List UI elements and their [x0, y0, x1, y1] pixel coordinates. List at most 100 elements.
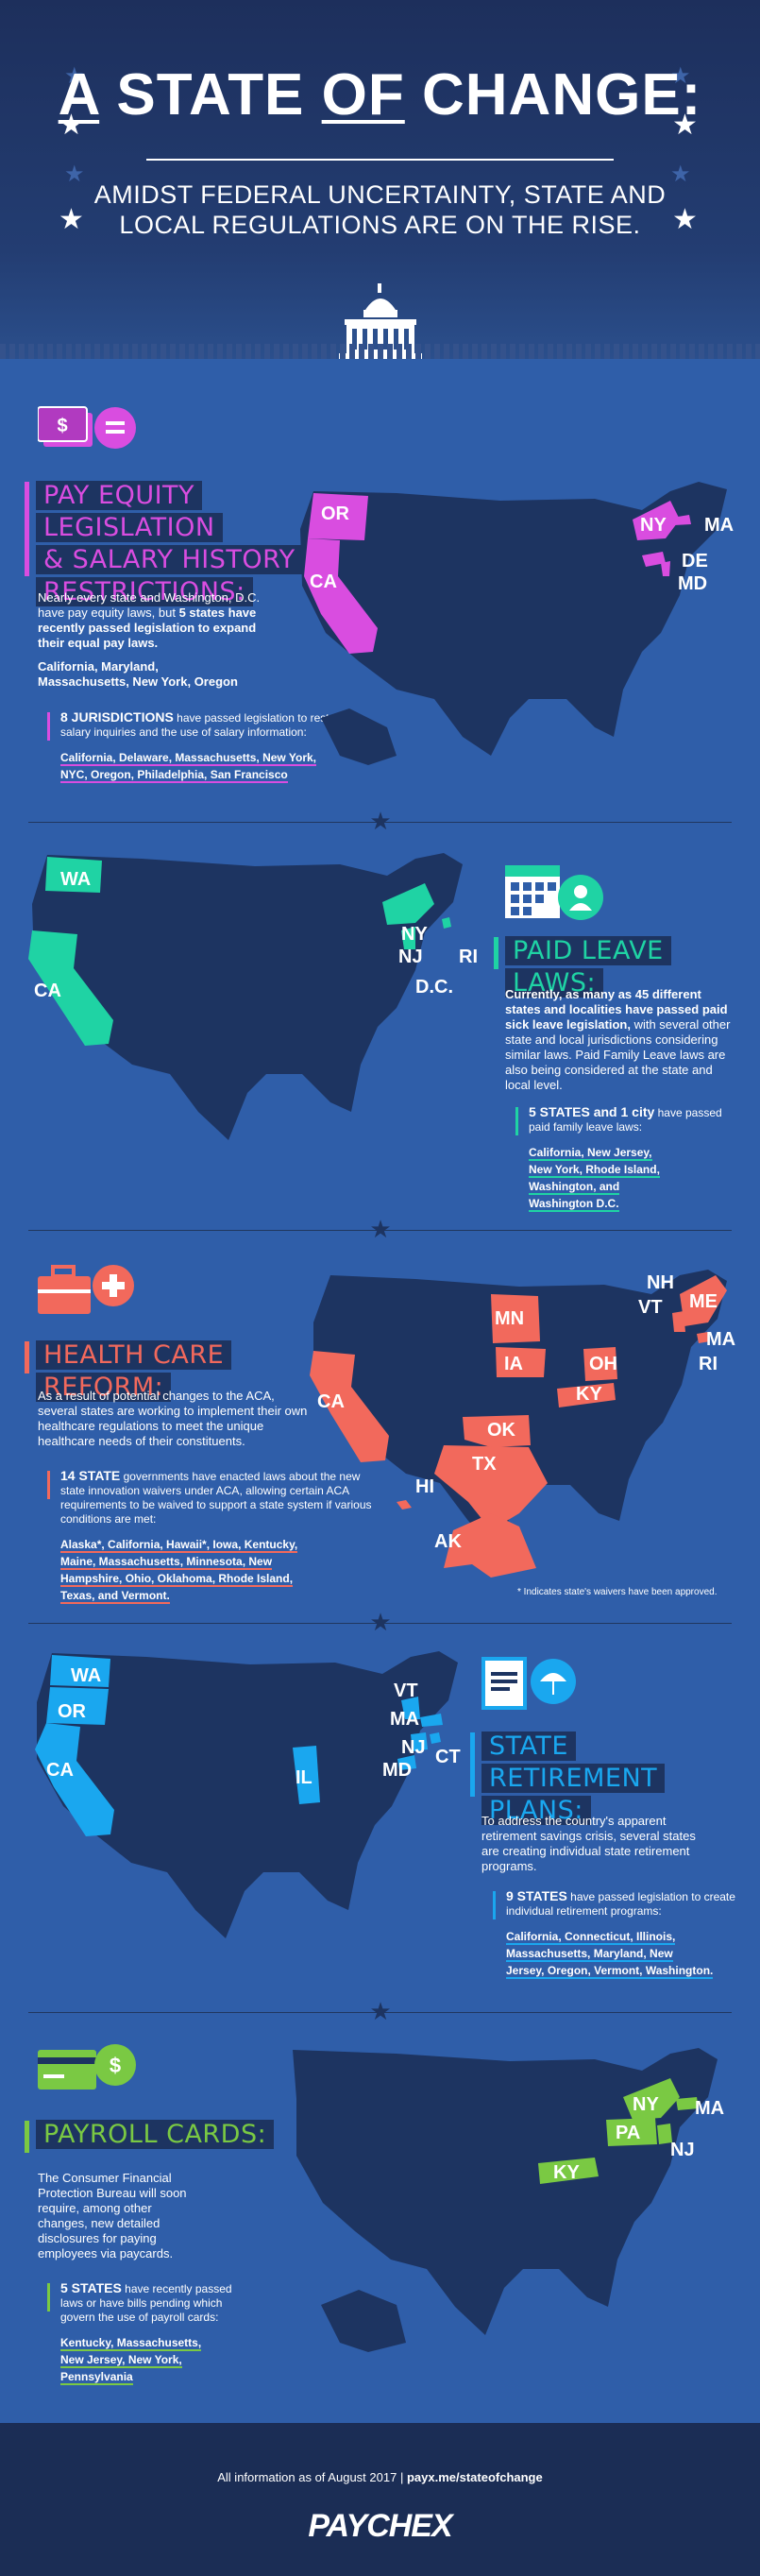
- state-label: CA: [310, 571, 337, 592]
- svg-text:$: $: [110, 2054, 121, 2077]
- state-label: DE: [682, 551, 708, 571]
- footnote: * Indicates state's waivers have been ap…: [517, 1587, 718, 1597]
- state-label: CT: [435, 1747, 461, 1767]
- star-icon: ★: [672, 203, 698, 236]
- page-title: A STATE OF CHANGE:: [58, 62, 702, 128]
- state-label: WA: [60, 869, 91, 890]
- section-title-paid-leave: PAID LEAVE LAWS:: [494, 935, 751, 999]
- section-divider: [28, 1230, 732, 1231]
- document-umbrella-icon: [481, 1657, 576, 1710]
- section-divider: [28, 2012, 732, 2013]
- state-label: ME: [689, 1291, 718, 1312]
- retirement-stat: 9 STATES have passed legislation to crea…: [493, 1889, 748, 1979]
- payroll-body: The Consumer Financial Protection Bureau…: [38, 2171, 187, 2260]
- state-label: NY: [401, 924, 428, 945]
- state-label: VT: [394, 1680, 418, 1701]
- state-label: RI: [459, 947, 478, 967]
- us-map-payroll: NY MA PA NJ KY: [293, 2048, 724, 2352]
- state-label: NJ: [398, 947, 423, 967]
- payroll-stat: 5 STATES have recently passed laws or ha…: [47, 2281, 236, 2385]
- star-icon: ★: [672, 109, 698, 142]
- state-label: NY: [633, 2094, 659, 2115]
- svg-text:$: $: [57, 416, 67, 436]
- star-icon: ★: [670, 62, 691, 89]
- us-map-pay-equity: OR CA NY MA DE MD: [300, 482, 734, 765]
- calendar-person-icon: [505, 865, 603, 920]
- state-label: MA: [704, 515, 734, 536]
- railing-decoration: [0, 344, 760, 359]
- state-label: KY: [553, 2162, 580, 2183]
- star-icon: ★: [64, 62, 85, 89]
- state-label: MD: [678, 573, 707, 594]
- state-label: PA: [616, 2123, 640, 2143]
- health-care-stat: 14 STATE governments have enacted laws a…: [47, 1469, 373, 1604]
- pay-equity-body: Nearly every state and Washington, D.C. …: [38, 590, 261, 650]
- state-label: AK: [434, 1531, 462, 1552]
- state-label: CA: [317, 1391, 345, 1412]
- us-map-health-care: NH VT ME MA RI MN IA OH KY CA OK TX HI A…: [310, 1270, 735, 1578]
- health-care-body: As a result of potential changes to the …: [38, 1389, 308, 1448]
- footer: All information as of August 2017 | payx…: [0, 2423, 760, 2576]
- state-label: MD: [382, 1760, 412, 1781]
- money-equals-icon: $: [38, 406, 136, 449]
- star-icon: ★: [64, 161, 85, 187]
- section-title-payroll: PAYROLL CARDS:: [25, 2119, 319, 2153]
- state-label: MN: [495, 1308, 524, 1329]
- paid-leave-stat: 5 STATES and 1 city have passed paid fam…: [515, 1105, 733, 1212]
- state-label: OR: [58, 1701, 87, 1722]
- paid-leave-body: Currently, as many as 45 different state…: [505, 987, 731, 1092]
- state-label: CA: [34, 981, 61, 1001]
- state-label: TX: [472, 1454, 497, 1475]
- state-label: WA: [71, 1665, 101, 1686]
- state-label: NH: [647, 1272, 674, 1293]
- hero-banner: ★ ★ ★ ★ ★ ★ ★ ★ A STATE OF CHANGE: AMIDS…: [0, 0, 760, 359]
- payroll-card-icon: $: [38, 2044, 136, 2090]
- star-icon: ★: [369, 808, 392, 836]
- star-icon: ★: [369, 1216, 392, 1244]
- us-map-paid-leave: WA CA NY NJ RI D.C.: [28, 853, 478, 1140]
- state-label: IA: [504, 1354, 523, 1374]
- page-subtitle: AMIDST FEDERAL UNCERTAINTY, STATE AND LO…: [93, 180, 667, 239]
- section-title-pay-equity: PAY EQUITY LEGISLATION & SALARY HISTORY …: [25, 480, 319, 608]
- accent-bar: [25, 1341, 29, 1373]
- state-label: KY: [576, 1384, 602, 1405]
- state-label: MA: [390, 1709, 419, 1730]
- star-icon: ★: [369, 1609, 392, 1637]
- section-title-retirement: STATE RETIREMENT PLANS:: [470, 1731, 755, 1827]
- star-icon: ★: [670, 161, 691, 187]
- state-label: OK: [487, 1420, 516, 1441]
- retirement-body: To address the country's apparent retire…: [481, 1814, 696, 1873]
- state-label: IL: [296, 1767, 312, 1788]
- state-label: NJ: [670, 2140, 695, 2160]
- accent-bar: [25, 2121, 29, 2153]
- state-label: D.C.: [415, 977, 453, 998]
- us-map-retirement: WA OR CA VT MA NJ CT MD IL: [35, 1651, 461, 1938]
- title-divider: [146, 159, 614, 161]
- footer-info: All information as of August 2017 | payx…: [217, 2470, 543, 2484]
- state-label: RI: [699, 1354, 718, 1374]
- state-label: HI: [415, 1476, 434, 1497]
- accent-bar: [470, 1732, 475, 1797]
- state-label: MA: [706, 1329, 735, 1350]
- section-title-health-care: HEALTH CARE REFORM:: [25, 1339, 319, 1404]
- star-icon: ★: [369, 1998, 392, 2026]
- pay-equity-states: California, Maryland, Massachusetts, New…: [38, 659, 238, 689]
- star-icon: ★: [59, 203, 84, 236]
- accent-bar: [494, 937, 498, 969]
- state-label: OR: [321, 503, 350, 524]
- state-label: MA: [695, 2098, 724, 2119]
- state-label: NJ: [401, 1737, 426, 1758]
- section-divider: [28, 822, 732, 823]
- state-label: VT: [638, 1297, 663, 1318]
- source-link[interactable]: payx.me/stateofchange: [406, 2470, 543, 2484]
- first-aid-kit-icon: [38, 1265, 134, 1314]
- state-label: CA: [46, 1760, 74, 1781]
- accent-bar: [25, 482, 29, 576]
- star-icon: ★: [59, 109, 84, 142]
- state-label: OH: [589, 1354, 617, 1374]
- state-label: NY: [640, 515, 667, 536]
- section-divider: [28, 1623, 732, 1624]
- pay-equity-stat: 8 JURISDICTIONS have passed legislation …: [47, 710, 359, 783]
- paychex-logo: PAYCHEX: [308, 2508, 452, 2544]
